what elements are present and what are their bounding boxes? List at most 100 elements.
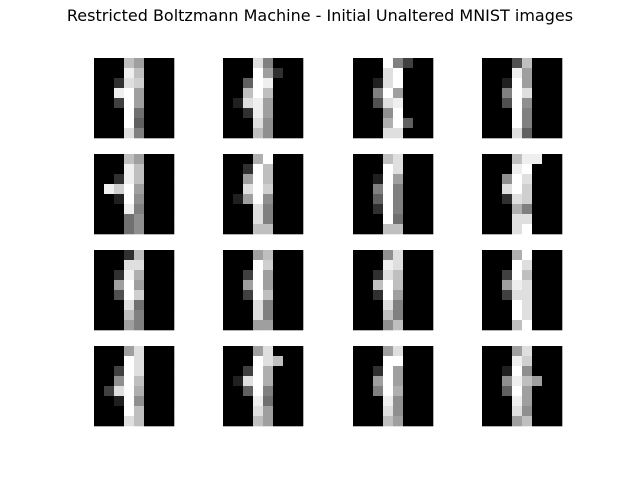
pixel-cell bbox=[94, 290, 105, 301]
pixel-cell bbox=[482, 280, 493, 291]
pixel-cell bbox=[522, 356, 533, 367]
pixel-cell bbox=[542, 346, 553, 357]
pixel-cell bbox=[403, 310, 414, 321]
pixel-cell bbox=[94, 224, 105, 235]
pixel-cell bbox=[233, 406, 244, 417]
pixel-cell bbox=[373, 260, 384, 271]
pixel-cell bbox=[482, 366, 493, 377]
pixel-cell bbox=[263, 270, 274, 281]
pixel-cell bbox=[353, 68, 364, 79]
pixel-cell bbox=[164, 386, 175, 397]
pixel-cell bbox=[423, 98, 434, 109]
pixel-cell bbox=[164, 224, 175, 235]
pixel-cell bbox=[263, 98, 274, 109]
pixel-cell bbox=[293, 204, 304, 215]
pixel-cell bbox=[104, 128, 115, 139]
pixel-cell bbox=[164, 260, 175, 271]
pixel-cell bbox=[164, 128, 175, 139]
pixel-cell bbox=[353, 346, 364, 357]
pixel-cell bbox=[383, 406, 394, 417]
pixel-cell bbox=[243, 118, 254, 129]
pixel-cell bbox=[223, 356, 234, 367]
pixel-cell bbox=[383, 58, 394, 69]
pixel-cell bbox=[104, 386, 115, 397]
pixel-cell bbox=[393, 290, 404, 301]
pixel-cell bbox=[403, 164, 414, 175]
pixel-cell bbox=[154, 386, 165, 397]
pixel-cell bbox=[94, 154, 105, 165]
digit-image-15 bbox=[353, 346, 434, 427]
pixel-cell bbox=[144, 98, 155, 109]
pixel-cell bbox=[482, 406, 493, 417]
pixel-cell bbox=[154, 260, 165, 271]
pixel-cell bbox=[383, 376, 394, 387]
pixel-cell bbox=[363, 346, 374, 357]
pixel-cell bbox=[542, 290, 553, 301]
digit-image-16 bbox=[482, 346, 563, 427]
pixel-cell bbox=[383, 204, 394, 215]
pixel-cell bbox=[293, 250, 304, 261]
pixel-cell bbox=[223, 68, 234, 79]
pixel-cell bbox=[253, 416, 264, 427]
pixel-cell bbox=[164, 194, 175, 205]
pixel-cell bbox=[263, 118, 274, 129]
pixel-cell bbox=[144, 320, 155, 331]
pixel-cell bbox=[253, 280, 264, 291]
pixel-cell bbox=[134, 356, 145, 367]
pixel-cell bbox=[124, 174, 135, 185]
pixel-cell bbox=[502, 164, 513, 175]
pixel-cell bbox=[383, 98, 394, 109]
pixel-cell bbox=[512, 68, 523, 79]
pixel-cell bbox=[144, 366, 155, 377]
pixel-cell bbox=[492, 386, 503, 397]
pixel-cell bbox=[154, 128, 165, 139]
pixel-cell bbox=[363, 260, 374, 271]
pixel-cell bbox=[532, 346, 543, 357]
pixel-cell bbox=[154, 174, 165, 185]
pixel-cell bbox=[423, 310, 434, 321]
pixel-cell bbox=[104, 184, 115, 195]
pixel-cell bbox=[223, 154, 234, 165]
pixel-cell bbox=[502, 174, 513, 185]
pixel-cell bbox=[233, 346, 244, 357]
pixel-cell bbox=[243, 58, 254, 69]
pixel-cell bbox=[512, 280, 523, 291]
pixel-cell bbox=[273, 194, 284, 205]
pixel-cell bbox=[253, 164, 264, 175]
pixel-cell bbox=[383, 280, 394, 291]
pixel-cell bbox=[393, 386, 404, 397]
pixel-cell bbox=[243, 270, 254, 281]
pixel-cell bbox=[542, 366, 553, 377]
pixel-cell bbox=[413, 300, 424, 311]
pixel-cell bbox=[383, 310, 394, 321]
pixel-cell bbox=[423, 174, 434, 185]
pixel-cell bbox=[373, 108, 384, 119]
pixel-cell bbox=[383, 260, 394, 271]
pixel-cell bbox=[273, 310, 284, 321]
pixel-cell bbox=[124, 128, 135, 139]
pixel-cell bbox=[542, 310, 553, 321]
pixel-cell bbox=[542, 68, 553, 79]
pixel-cell bbox=[522, 416, 533, 427]
digit-image-12 bbox=[482, 250, 563, 331]
pixel-cell bbox=[104, 310, 115, 321]
pixel-cell bbox=[233, 128, 244, 139]
pixel-cell bbox=[114, 396, 125, 407]
pixel-cell bbox=[403, 270, 414, 281]
pixel-cell bbox=[253, 58, 264, 69]
pixel-cell bbox=[393, 366, 404, 377]
pixel-cell bbox=[403, 174, 414, 185]
pixel-cell bbox=[353, 214, 364, 225]
pixel-cell bbox=[243, 346, 254, 357]
pixel-cell bbox=[144, 58, 155, 69]
pixel-cell bbox=[492, 184, 503, 195]
pixel-cell bbox=[243, 214, 254, 225]
pixel-cell bbox=[124, 300, 135, 311]
pixel-cell bbox=[482, 68, 493, 79]
pixel-cell bbox=[532, 250, 543, 261]
pixel-cell bbox=[512, 154, 523, 165]
pixel-cell bbox=[542, 300, 553, 311]
pixel-cell bbox=[263, 366, 274, 377]
pixel-cell bbox=[94, 386, 105, 397]
pixel-cell bbox=[293, 270, 304, 281]
